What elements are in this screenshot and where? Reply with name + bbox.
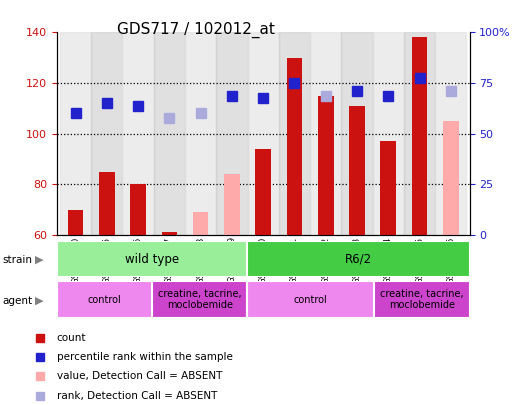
Text: GDS717 / 102012_at: GDS717 / 102012_at — [117, 22, 275, 38]
Text: control: control — [294, 295, 328, 305]
Bar — [380, 141, 396, 235]
Bar — [152, 281, 247, 318]
Bar — [185, 32, 216, 235]
Bar — [248, 32, 279, 235]
Bar — [279, 32, 310, 235]
Bar — [154, 32, 185, 235]
Bar — [99, 172, 115, 235]
Bar — [435, 32, 466, 235]
Text: agent: agent — [3, 296, 33, 305]
Text: count: count — [56, 333, 86, 343]
Bar — [349, 106, 365, 235]
Bar — [310, 32, 342, 235]
Bar — [286, 58, 302, 235]
Bar — [216, 32, 248, 235]
Text: ▶: ▶ — [35, 255, 43, 265]
Bar — [318, 96, 333, 235]
Text: wild type: wild type — [125, 253, 179, 266]
Text: control: control — [88, 295, 121, 305]
Bar — [247, 241, 470, 277]
Bar — [224, 174, 240, 235]
Bar — [404, 32, 435, 235]
Text: creatine, tacrine,
moclobemide: creatine, tacrine, moclobemide — [158, 289, 241, 311]
Bar — [122, 32, 154, 235]
Bar — [374, 281, 470, 318]
Bar — [68, 210, 84, 235]
Bar — [373, 32, 404, 235]
Bar — [255, 149, 271, 235]
Text: value, Detection Call = ABSENT: value, Detection Call = ABSENT — [56, 371, 222, 382]
Bar — [412, 37, 427, 235]
Text: percentile rank within the sample: percentile rank within the sample — [56, 352, 232, 362]
Bar — [91, 32, 122, 235]
Text: strain: strain — [3, 255, 33, 265]
Bar — [57, 281, 152, 318]
Bar — [247, 281, 374, 318]
Bar — [60, 32, 91, 235]
Text: R6/2: R6/2 — [345, 253, 372, 266]
Text: ▶: ▶ — [35, 296, 43, 305]
Bar — [342, 32, 373, 235]
Bar — [57, 241, 247, 277]
Bar — [130, 184, 146, 235]
Text: creatine, tacrine,
moclobemide: creatine, tacrine, moclobemide — [380, 289, 464, 311]
Bar — [193, 212, 208, 235]
Bar — [162, 232, 177, 235]
Bar — [443, 121, 459, 235]
Text: rank, Detection Call = ABSENT: rank, Detection Call = ABSENT — [56, 390, 217, 401]
